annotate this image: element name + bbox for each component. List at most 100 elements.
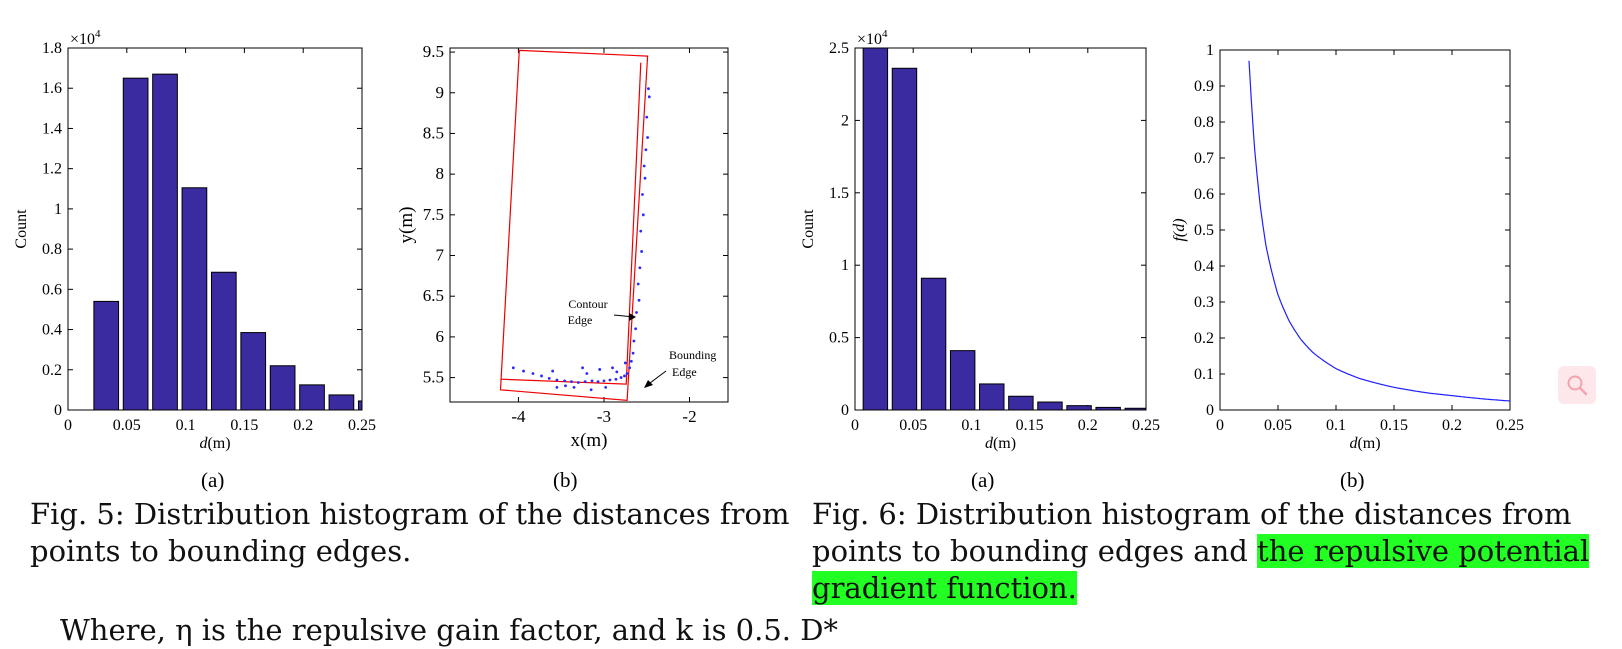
scatter-point	[602, 379, 606, 383]
y-tick-label: 1.8	[42, 40, 62, 57]
scatter-point	[635, 311, 638, 314]
scatter-point	[611, 366, 614, 370]
x-tick-label: 0.05	[1264, 417, 1292, 434]
bounding-edge-arrowhead	[644, 380, 653, 388]
scatter-point	[644, 148, 648, 152]
scatter-point	[598, 368, 602, 371]
y-tick-label: 1.4	[42, 120, 62, 137]
y-tick-label: 7	[436, 246, 445, 265]
fig5b-label: (b)	[553, 468, 578, 492]
y-tick-label: 0	[841, 402, 849, 419]
scatter-point	[647, 87, 650, 91]
bounding-box-outline	[499, 49, 649, 402]
scatter-point	[522, 369, 525, 373]
caption-highlight: the repulsive potential	[1257, 534, 1590, 568]
scatter-point	[555, 385, 559, 389]
x-tick-label: -4	[511, 407, 526, 426]
y-tick-label: 1	[54, 201, 62, 218]
scatter-point	[572, 385, 576, 389]
fig6b-label: (b)	[1340, 468, 1365, 492]
search-icon	[1567, 375, 1588, 396]
histogram-bar	[891, 67, 918, 411]
x-tick-label: 0.2	[1078, 417, 1098, 434]
axis-exponent: ×104	[857, 28, 888, 48]
y-tick-label: 0	[1206, 402, 1214, 419]
scatter-point	[619, 376, 623, 379]
scatter-point	[632, 339, 636, 343]
histogram-bar	[979, 383, 1005, 411]
x-axis-label: d(m)	[1349, 435, 1380, 452]
fig6-caption: Fig. 6: Distribution histogram of the di…	[812, 496, 1590, 607]
x-axis-label: d(m)	[985, 435, 1016, 452]
bounding-edge-label: Edge	[672, 365, 697, 379]
y-tick-label: 0.2	[1194, 330, 1214, 347]
body-text: Where, η is the repulsive gain factor, a…	[60, 613, 838, 647]
scatter-point	[589, 388, 593, 392]
x-tick-label: 0	[1216, 417, 1224, 434]
series-line	[1248, 60, 1511, 402]
x-tick-label: 0.05	[899, 417, 927, 434]
scatter-point	[623, 374, 626, 378]
y-tick-label: 9	[436, 83, 445, 102]
x-axis-label: d(m)	[199, 435, 230, 452]
x-axis-label-unit: (m)	[993, 435, 1016, 452]
fig5a-label: (a)	[201, 468, 225, 492]
x-tick-label: 0.2	[1442, 417, 1462, 434]
x-tick-label: -3	[597, 407, 611, 426]
fig5-caption-line: Fig. 5: Distribution histogram of the di…	[30, 497, 790, 531]
scatter-point	[581, 366, 584, 370]
x-tick-label: 0.25	[1132, 417, 1160, 434]
histogram-bar	[862, 47, 889, 411]
histogram-bar	[93, 300, 120, 411]
y-tick-label: 0.6	[42, 281, 62, 298]
y-tick-label: 0.5	[1194, 222, 1214, 239]
x-axis-label-var: d	[1349, 435, 1358, 452]
x-tick-label: 0.05	[113, 417, 141, 434]
scatter-point	[636, 282, 640, 286]
y-tick-label: 2	[841, 112, 849, 129]
scatter-point	[551, 369, 555, 373]
x-tick-label: 0.15	[1380, 417, 1408, 434]
scatter-point	[585, 372, 589, 375]
y-axis-label-text: f(d)	[1171, 218, 1188, 241]
histogram-bar	[269, 365, 296, 411]
fig5a-histogram: 0 0.05 0.1 0.15 0.2 0.25 0 0.2 0.4 0.6 0.8 1 1.2 1.4 1…	[13, 28, 376, 452]
scatter-point	[547, 377, 551, 380]
scatter-point	[531, 372, 535, 375]
y-tick-label: 1.5	[829, 185, 849, 202]
scatter-point	[590, 379, 594, 383]
scatter-point	[642, 164, 646, 168]
scatter-point	[615, 370, 619, 374]
y-axis-label: Count	[800, 209, 817, 249]
x-tick-label: 0.1	[176, 417, 196, 434]
scatter-point	[640, 250, 644, 253]
fig6a-histogram: 0 0.05 0.1 0.15 0.2 0.25 0 0.5 1 1.5 2 2.5 d(m) Count…	[800, 28, 1160, 452]
scatter-point	[629, 359, 633, 363]
axis-exponent-power: 4	[882, 28, 888, 40]
scatter-point	[570, 380, 573, 384]
y-tick-label: 2.5	[829, 40, 849, 57]
scatter-point	[641, 213, 645, 217]
scatter-point	[634, 327, 638, 331]
scatter-point	[638, 266, 642, 270]
plot-frame	[449, 47, 729, 403]
fig6-caption-plain: points to bounding edges and	[812, 534, 1258, 568]
fig6a-label: (a)	[971, 468, 995, 492]
contour-edge-arrowhead	[629, 313, 636, 321]
x-axis-label: x(m)	[571, 430, 608, 451]
scatter-point	[623, 361, 627, 365]
y-tick-label: 0.1	[1194, 366, 1214, 383]
search-button[interactable]	[1558, 366, 1596, 404]
contour-edge-label: Edge	[568, 313, 593, 327]
scatter-point	[646, 136, 649, 139]
caption-highlight: gradient function.	[812, 571, 1077, 605]
x-axis-label-unit: (m)	[207, 435, 230, 452]
y-tick-label: 0.2	[42, 362, 62, 379]
bounding-box-inner-edge	[501, 62, 642, 385]
fig5-caption: Fig. 5: Distribution histogram of the di…	[30, 496, 790, 570]
y-tick-label: 0.8	[1194, 114, 1214, 131]
y-tick-label: 5.5	[423, 368, 444, 387]
y-tick-label: 0.8	[42, 241, 62, 258]
bounding-edge-label: Bounding	[669, 348, 716, 362]
histogram-bar	[357, 400, 363, 411]
